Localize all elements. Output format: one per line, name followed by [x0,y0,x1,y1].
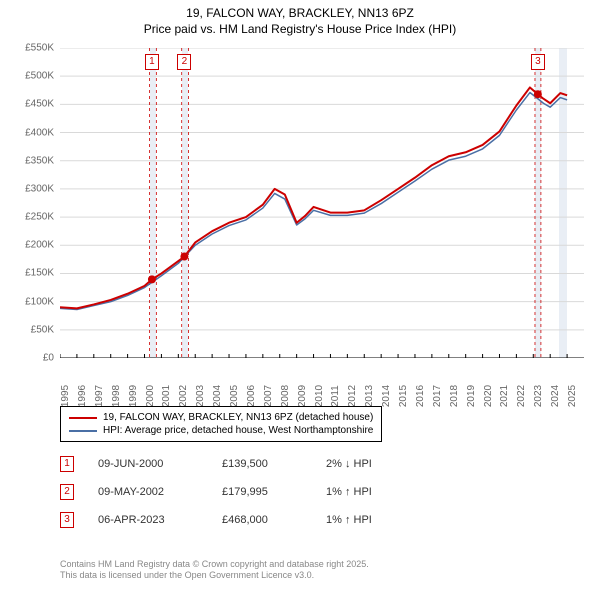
title-line-2: Price paid vs. HM Land Registry's House … [0,22,600,38]
x-tick-label: 2021 [499,385,510,407]
sale-marker: 1 [60,456,74,472]
sale-price: £468,000 [222,514,302,526]
x-tick-label: 2002 [178,385,189,407]
x-tick-label: 2013 [364,385,375,407]
footer-line-1: Contains HM Land Registry data © Crown c… [60,559,369,571]
x-tick-label: 2018 [449,385,460,407]
sale-row: 3 06-APR-2023 £468,000 1% ↑ HPI [60,506,560,534]
x-axis-labels: 1995 1996 1997 1998 1999 2000 2001 2002 2003 2004… [60,360,584,404]
y-axis-labels: £0£50K£100K£150K£200K£250K£300K£350K£400… [0,48,58,358]
x-tick-label: 2009 [297,385,308,407]
legend-item: 19, FALCON WAY, BRACKLEY, NN13 6PZ (deta… [69,411,373,424]
sale-delta: 2% ↓ HPI [326,458,426,470]
y-tick-label: £550K [25,43,54,54]
sale-callout-2: 2 [177,54,191,70]
sale-marker: 2 [60,484,74,500]
y-tick-label: £500K [25,71,54,82]
title-line-1: 19, FALCON WAY, BRACKLEY, NN13 6PZ [0,6,600,22]
legend-label: HPI: Average price, detached house, West… [103,425,373,436]
sale-date: 09-JUN-2000 [98,458,198,470]
x-tick-label: 1996 [77,385,88,407]
footer-attribution: Contains HM Land Registry data © Crown c… [60,559,369,582]
sale-date: 06-APR-2023 [98,514,198,526]
legend-item: HPI: Average price, detached house, West… [69,424,373,437]
x-tick-label: 1997 [94,385,105,407]
x-tick-label: 1995 [60,385,71,407]
sale-delta: 1% ↑ HPI [326,514,426,526]
sale-row: 2 09-MAY-2002 £179,995 1% ↑ HPI [60,478,560,506]
x-tick-label: 2010 [314,385,325,407]
x-tick-label: 2014 [381,385,392,407]
x-tick-label: 1998 [111,385,122,407]
legend-swatch [69,430,97,432]
x-tick-label: 2015 [398,385,409,407]
chart-svg [60,48,584,358]
y-tick-label: £200K [25,240,54,251]
footer-line-2: This data is licensed under the Open Gov… [60,570,369,582]
y-tick-label: £350K [25,155,54,166]
x-tick-label: 2007 [263,385,274,407]
x-tick-label: 2022 [516,385,527,407]
chart-plot-area: 1 2 3 [60,48,584,358]
x-tick-label: 2019 [466,385,477,407]
legend: 19, FALCON WAY, BRACKLEY, NN13 6PZ (deta… [60,406,382,442]
x-tick-label: 2006 [246,385,257,407]
x-tick-label: 2011 [330,385,341,407]
x-tick-label: 2012 [347,385,358,407]
x-tick-label: 2023 [533,385,544,407]
y-tick-label: £300K [25,183,54,194]
legend-swatch [69,417,97,419]
x-tick-label: 2020 [483,385,494,407]
sale-callout-1: 1 [145,54,159,70]
sales-list: 1 09-JUN-2000 £139,500 2% ↓ HPI 2 09-MAY-2002… [60,450,560,534]
sale-marker: 3 [60,512,74,528]
sale-price: £139,500 [222,458,302,470]
x-tick-label: 2003 [195,385,206,407]
y-tick-label: £50K [31,324,54,335]
y-tick-label: £100K [25,296,54,307]
x-tick-label: 1999 [128,385,139,407]
y-tick-label: £450K [25,99,54,110]
chart-title: 19, FALCON WAY, BRACKLEY, NN13 6PZ Price… [0,0,600,37]
x-tick-label: 2008 [280,385,291,407]
x-tick-label: 2004 [212,385,223,407]
x-tick-label: 2000 [145,385,156,407]
sale-delta: 1% ↑ HPI [326,486,426,498]
sale-callout-3: 3 [531,54,545,70]
y-tick-label: £400K [25,127,54,138]
legend-label: 19, FALCON WAY, BRACKLEY, NN13 6PZ (deta… [103,412,373,423]
sale-price: £179,995 [222,486,302,498]
x-tick-label: 2025 [567,385,578,407]
sale-date: 09-MAY-2002 [98,486,198,498]
x-tick-label: 2024 [550,385,561,407]
y-tick-label: £250K [25,212,54,223]
x-tick-label: 2016 [415,385,426,407]
x-tick-label: 2017 [432,385,443,407]
y-tick-label: £0 [43,353,54,364]
x-tick-label: 2001 [161,385,172,407]
y-tick-label: £150K [25,268,54,279]
x-tick-label: 2005 [229,385,240,407]
sale-row: 1 09-JUN-2000 £139,500 2% ↓ HPI [60,450,560,478]
